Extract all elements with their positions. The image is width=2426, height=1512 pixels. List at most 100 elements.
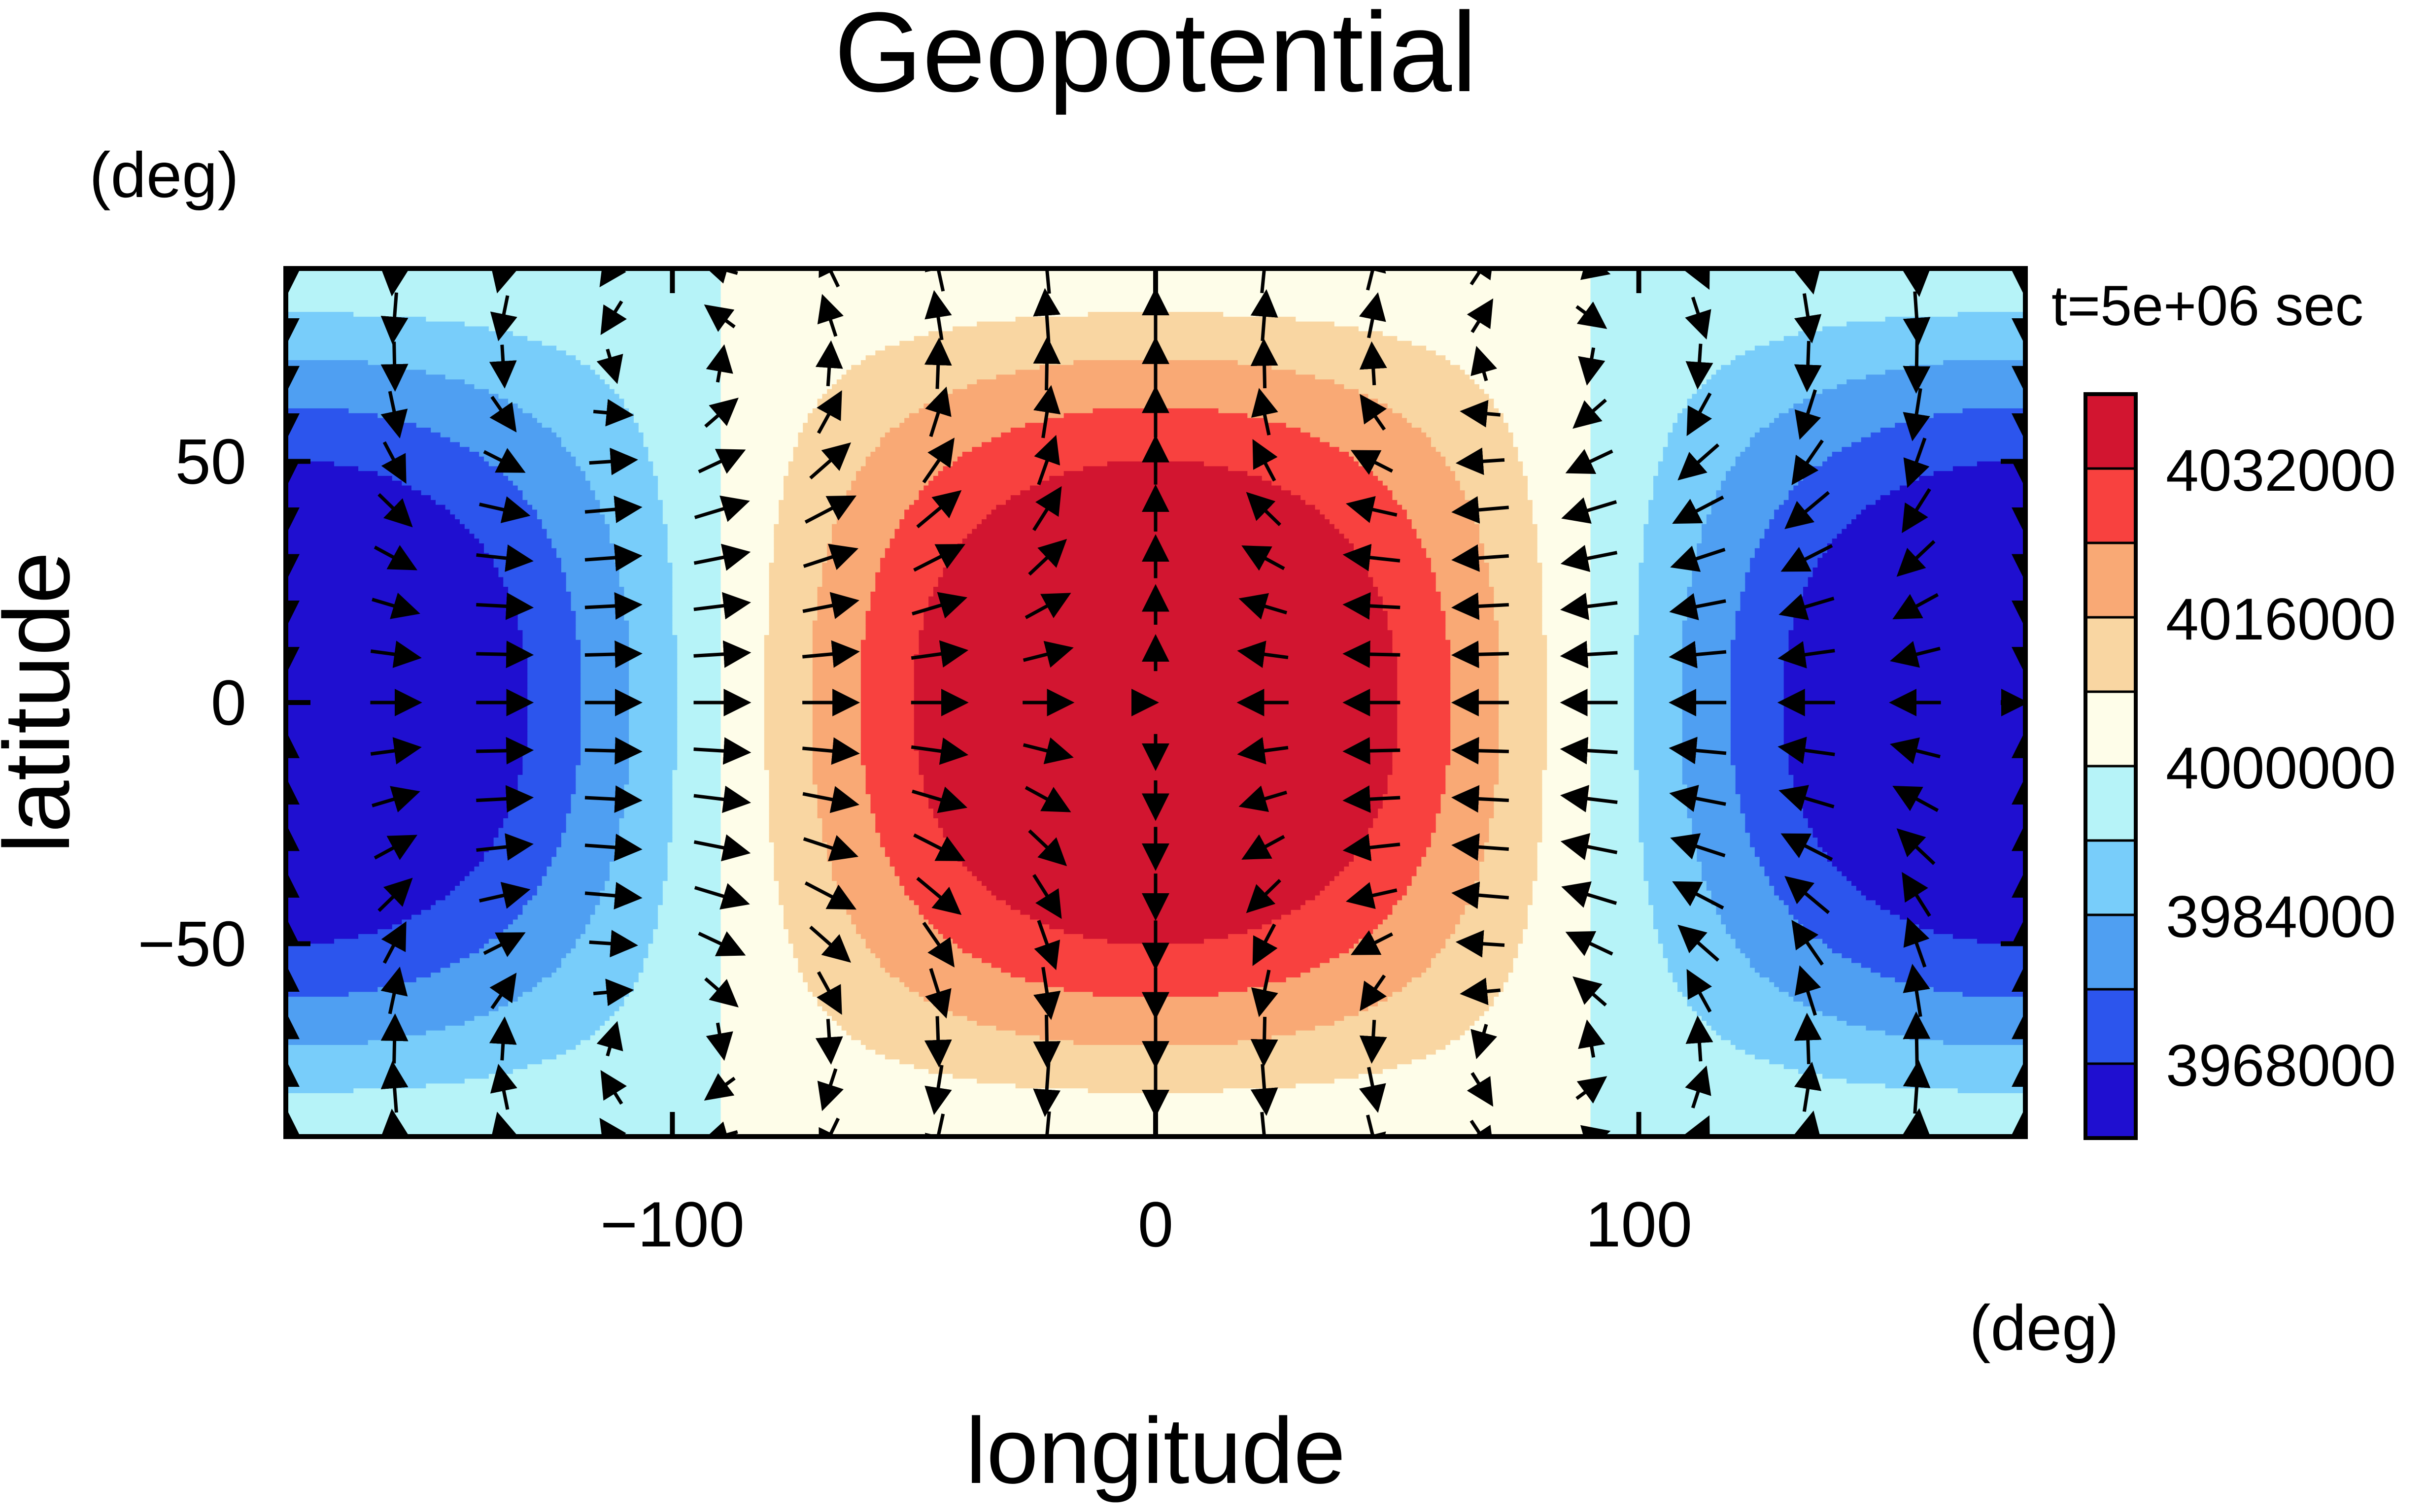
heatmap-cell	[1895, 977, 2025, 983]
heatmap-cell	[720, 895, 780, 901]
heatmap-cell	[286, 543, 485, 549]
heatmap-cell	[1716, 909, 1789, 915]
velocity-arrow	[380, 1109, 409, 1137]
heatmap-cell	[1793, 485, 1901, 491]
heatmap-cell	[286, 914, 412, 920]
heatmap-cell	[658, 490, 721, 496]
heatmap-cell	[1745, 350, 2025, 356]
heatmap-cell	[286, 963, 451, 969]
velocity-arrow	[1572, 976, 1607, 1007]
colorbar-tick-label: 4032000	[2166, 437, 2396, 504]
heatmap-cell	[860, 934, 944, 940]
heatmap-cell	[469, 871, 547, 877]
heatmap-cell	[1344, 384, 1480, 390]
heatmap-cell	[609, 384, 721, 390]
heatmap-cell	[629, 635, 678, 640]
heatmap-cell	[1542, 770, 1591, 775]
heatmap-cell	[624, 403, 721, 409]
heatmap-cell	[836, 514, 905, 520]
heatmap-cell	[1687, 587, 1746, 592]
heatmap-cell	[769, 587, 818, 592]
heatmap-cell	[629, 659, 678, 665]
velocity-arrow	[1686, 392, 1712, 437]
heatmap-cell	[1682, 726, 1731, 732]
heatmap-cell	[1788, 905, 1881, 910]
heatmap-cell	[677, 683, 721, 689]
heatmap-cell	[1822, 847, 2025, 853]
heatmap-cell	[286, 384, 475, 390]
heatmap-cell	[909, 895, 997, 901]
heatmap-cell	[720, 765, 765, 771]
velocity-arrow	[924, 269, 952, 292]
heatmap-cell	[677, 698, 721, 703]
heatmap-cell	[1368, 567, 1432, 573]
heatmap-cell	[1450, 755, 1500, 761]
heatmap-cell	[894, 871, 973, 877]
heatmap-cell	[720, 1040, 861, 1046]
heatmap-cell	[1484, 857, 1538, 863]
heatmap-cell	[1499, 717, 1548, 723]
heatmap-cell	[1455, 475, 1529, 481]
heatmap-cell	[1358, 1011, 1485, 1017]
heatmap-cell	[1590, 1011, 1698, 1017]
heatmap-cell	[1885, 1083, 2025, 1089]
heatmap-cell	[1426, 1054, 1591, 1060]
heatmap-cell	[1740, 591, 1804, 597]
heatmap-cell	[1590, 418, 1678, 424]
heatmap-cell	[286, 534, 475, 539]
heatmap-cell	[609, 529, 668, 535]
heatmap-cell	[1730, 654, 1784, 660]
heatmap-cell	[1687, 789, 1736, 795]
heatmap-cell	[286, 997, 518, 1002]
heatmap-cell	[1315, 374, 1470, 380]
heatmap-cell	[1494, 794, 1543, 800]
heatmap-cell	[1296, 1083, 1591, 1089]
heatmap-cell	[517, 774, 577, 780]
heatmap-cell	[1286, 977, 1412, 983]
heatmap-cell	[581, 683, 630, 689]
heatmap-cell	[1730, 673, 1784, 679]
heatmap-cell	[899, 519, 982, 525]
heatmap-cell	[662, 514, 721, 520]
heatmap-cell	[1793, 914, 1901, 920]
heatmap-cell	[1411, 881, 1475, 886]
heatmap-cell	[938, 929, 1064, 935]
heatmap-cell	[286, 722, 528, 727]
velocity-arrow	[489, 344, 517, 389]
velocity-arrow	[698, 931, 746, 956]
heatmap-cell	[1402, 413, 1504, 419]
heatmap-cell	[286, 669, 528, 674]
heatmap-cell	[1590, 804, 1640, 809]
heatmap-cell	[1590, 524, 1644, 530]
velocity-arrow	[1342, 592, 1401, 620]
heatmap-cell	[720, 456, 794, 462]
heatmap-cell	[286, 659, 528, 665]
heatmap-cell	[1590, 572, 1640, 578]
heatmap-cell	[836, 885, 905, 891]
heatmap-cell	[672, 601, 721, 607]
heatmap-cell	[1590, 669, 1635, 674]
heatmap-cell	[556, 847, 615, 853]
heatmap-cell	[672, 630, 721, 636]
heatmap-cell	[629, 726, 678, 732]
heatmap-cell	[1291, 490, 1393, 496]
heatmap-cell	[629, 765, 678, 771]
heatmap-cell	[643, 432, 721, 438]
heatmap-cell	[1590, 1045, 1736, 1050]
heatmap-cell	[1590, 818, 1640, 824]
heatmap-cell	[1450, 760, 1500, 766]
heatmap-cell	[1842, 953, 2025, 959]
heatmap-cell	[1465, 370, 1591, 375]
velocity-arrow	[1560, 640, 1618, 669]
heatmap-cell	[576, 355, 721, 361]
heatmap-cell	[1590, 630, 1640, 636]
heatmap-cell	[1397, 698, 1451, 703]
heatmap-cell	[764, 736, 813, 742]
heatmap-cell	[1330, 881, 1412, 886]
heatmap-cell	[286, 982, 398, 988]
velocity-arrow	[1902, 872, 1931, 917]
heatmap-cell	[1590, 885, 1649, 891]
heatmap-cell	[576, 630, 630, 636]
x-axis-label: longitude	[965, 1399, 1345, 1503]
heatmap-cell	[1798, 919, 1910, 925]
